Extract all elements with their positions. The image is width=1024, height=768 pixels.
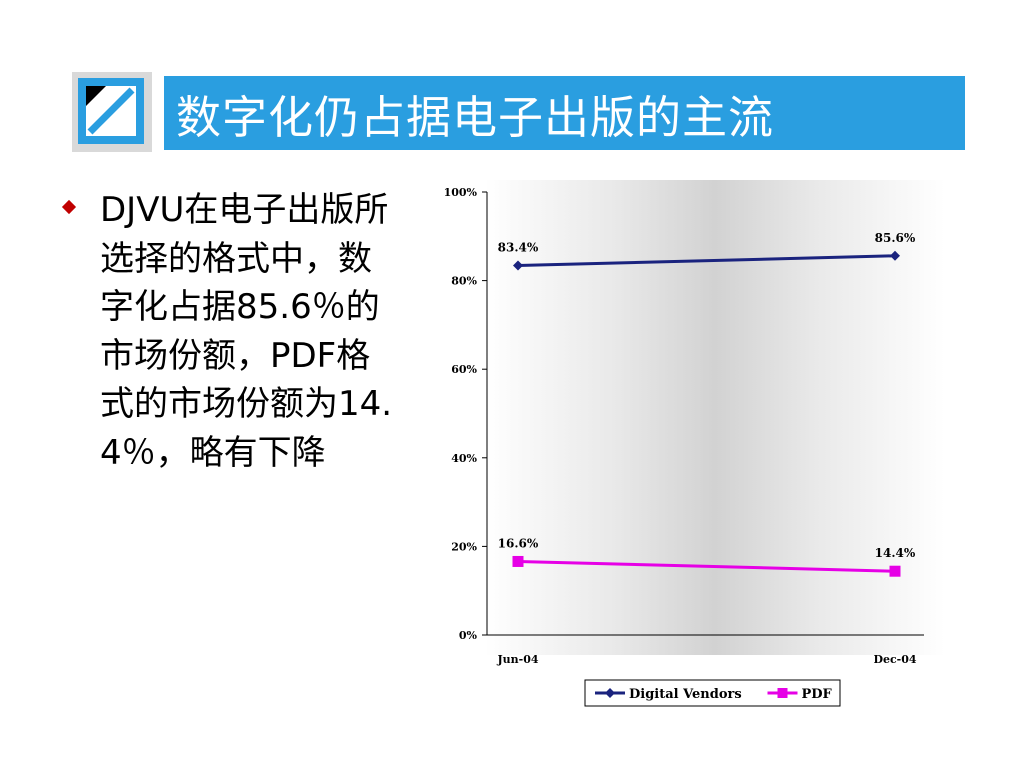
data-label: 14.4% <box>875 546 916 560</box>
series-line <box>517 254 896 268</box>
legend-label: PDF <box>802 687 833 702</box>
legend-label: Digital Vendors <box>629 687 742 702</box>
line-chart-svg: 0% 20% 40% 60% 80% 100% Jun-04 Dec-04 83.4% 85.6… <box>444 180 945 707</box>
y-tick-label: 100% <box>444 186 478 199</box>
y-tick-label: 0% <box>459 629 478 642</box>
data-label: 16.6% <box>498 536 539 550</box>
data-point-marker <box>889 565 901 577</box>
data-point-marker <box>890 250 900 261</box>
data-label: 83.4% <box>498 241 539 255</box>
legend-swatch-marker <box>605 688 615 698</box>
y-tick-label: 20% <box>451 540 477 553</box>
legend-swatch-marker <box>777 688 788 698</box>
diamond-bullet-icon <box>61 199 77 215</box>
data-point-marker <box>512 555 524 567</box>
bullet-text: DJVU在电子出版所选择的格式中，数字化占据85.6％的市场份额，PDF格式的市… <box>100 190 393 473</box>
x-tick-label: Jun-04 <box>496 653 538 666</box>
y-tick-label: 40% <box>451 452 477 465</box>
line-chart: 0% 20% 40% 60% 80% 100% Jun-04 Dec-04 83.4% 85.6… <box>430 180 945 710</box>
x-tick-label: Dec-04 <box>873 653 916 666</box>
data-point-marker <box>513 260 523 271</box>
y-tick-label: 60% <box>451 363 477 376</box>
series-line <box>517 559 896 573</box>
page-title: 数字化仍占据电子出版的主流 <box>176 90 775 144</box>
plot-background <box>485 180 945 655</box>
logo <box>72 72 152 152</box>
y-tick-label: 80% <box>451 275 477 288</box>
title-bar: 数字化仍占据电子出版的主流 <box>164 76 965 150</box>
data-label: 85.6% <box>875 231 916 245</box>
logo-icon <box>72 72 152 152</box>
